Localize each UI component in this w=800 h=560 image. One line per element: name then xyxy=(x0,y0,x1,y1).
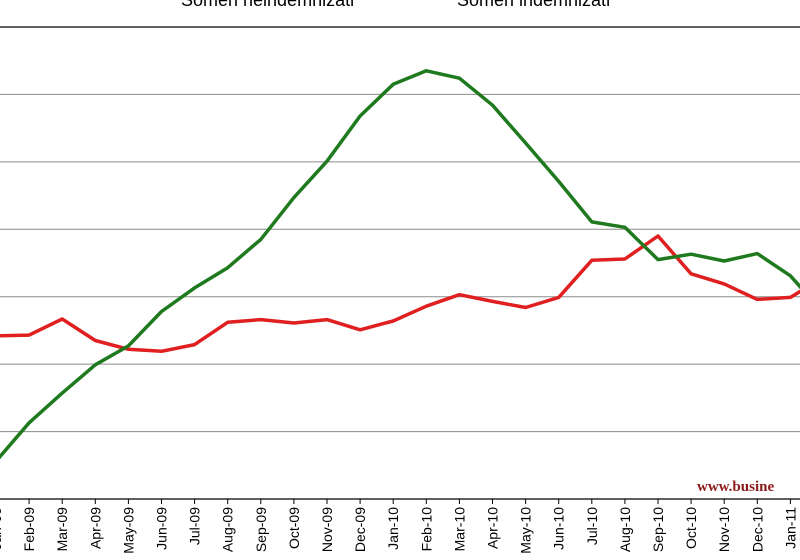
x-tick-label: Oct-09 xyxy=(286,507,302,549)
x-tick-label: Apr-10 xyxy=(485,507,501,549)
series-lines xyxy=(0,69,800,460)
series-line-1 xyxy=(0,234,800,354)
watermark-text: www.busine xyxy=(697,479,774,495)
legend: Someri neindemnizati Someri indemnizati xyxy=(181,0,610,10)
x-tick-label: Jun-10 xyxy=(551,507,567,550)
x-tick-label: May-09 xyxy=(120,507,136,554)
x-axis: Jan-09 Feb-09 Mar-09 Apr-09 May-09 Jun-09 Jul-… xyxy=(0,499,798,554)
x-tick-label: Feb-10 xyxy=(418,507,434,552)
x-tick-label: Dec-09 xyxy=(352,507,368,552)
x-tick-label: Jul-09 xyxy=(187,507,203,545)
x-tick-label: May-10 xyxy=(518,507,534,554)
x-tick-label: Nov-09 xyxy=(319,507,335,552)
x-tick-label: Mar-10 xyxy=(451,507,467,552)
x-tick-label: Oct-10 xyxy=(683,507,699,549)
series-line-2 xyxy=(0,69,800,460)
legend-label-series-1: Someri neindemnizati xyxy=(181,0,354,10)
x-tick-label: Jan-09 xyxy=(0,507,4,550)
x-tick-label: Jan-11 xyxy=(782,507,798,549)
x-tick-label: Apr-09 xyxy=(87,507,103,549)
x-tick-label: Aug-10 xyxy=(617,507,633,552)
x-tick-label: Nov-10 xyxy=(716,507,732,552)
x-tick-label: Jul-10 xyxy=(584,507,600,545)
x-tick-label: Jun-09 xyxy=(154,507,170,550)
x-tick-label: Dec-10 xyxy=(749,507,765,552)
grid-lines xyxy=(0,26,800,500)
legend-label-series-2: Someri indemnizati xyxy=(457,0,610,10)
x-tick-label: Aug-09 xyxy=(220,507,236,552)
x-tick-label: Sep-09 xyxy=(253,507,269,552)
x-tick-label: Mar-09 xyxy=(54,507,70,552)
x-tick-label: Jan-10 xyxy=(385,507,401,550)
x-tick-label: Feb-09 xyxy=(21,507,37,552)
x-tick-label: Sep-10 xyxy=(650,507,666,552)
